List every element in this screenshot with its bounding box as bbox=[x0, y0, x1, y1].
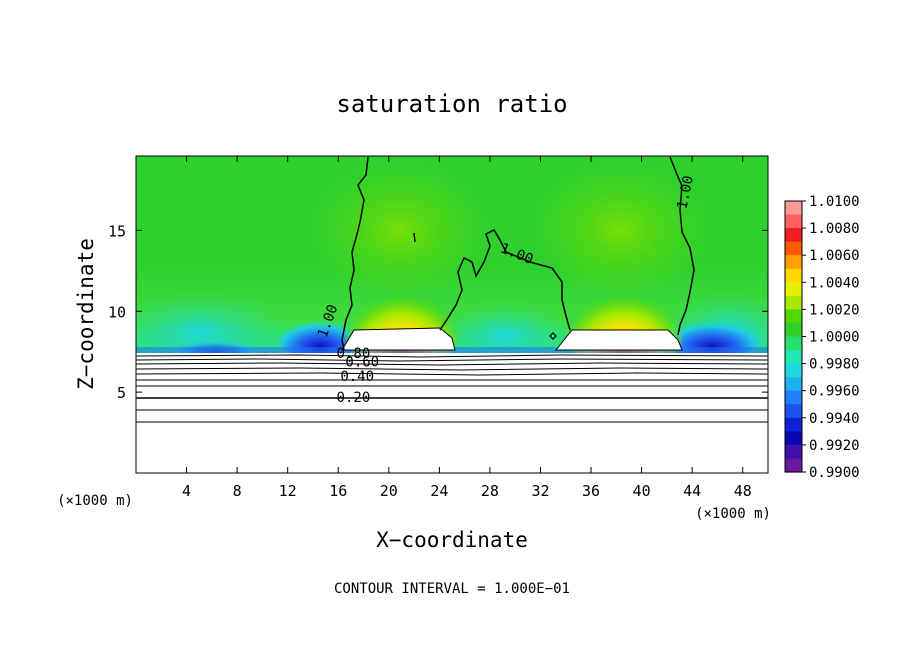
colorbar-segment bbox=[785, 336, 802, 351]
colorbar-segment bbox=[785, 228, 802, 243]
colorbar-segment bbox=[785, 309, 802, 324]
y-tick-label: 15 bbox=[108, 222, 126, 240]
contour-label: 0.40 bbox=[340, 369, 374, 385]
colorbar-segment bbox=[785, 268, 802, 283]
contour-line-1 bbox=[341, 156, 369, 351]
colorbar-label: 0.9960 bbox=[809, 384, 860, 400]
colorbar-label: 0.9940 bbox=[809, 411, 860, 427]
colorbar-segment bbox=[785, 214, 802, 229]
chart-title: saturation ratio bbox=[336, 90, 567, 118]
haze-left bbox=[310, 160, 490, 300]
colorbar-segment bbox=[785, 363, 802, 378]
colorbar-segment bbox=[785, 431, 802, 446]
x-tick-label: 44 bbox=[683, 482, 701, 500]
colorbar-segment bbox=[785, 350, 802, 365]
x-tick-label: 28 bbox=[481, 482, 499, 500]
colorbar-segment bbox=[785, 390, 802, 405]
x-tick-label: 48 bbox=[734, 482, 752, 500]
cyan-patch-mid bbox=[445, 300, 565, 360]
y-tick-label: 5 bbox=[117, 384, 126, 402]
x-tick-label: 32 bbox=[531, 482, 549, 500]
colorbar-segment bbox=[785, 255, 802, 270]
contour-label: 1.00 bbox=[674, 174, 697, 210]
contour-line-2 bbox=[439, 229, 571, 331]
contour-band-2 bbox=[136, 358, 768, 362]
contour-band-4 bbox=[136, 367, 768, 371]
colorbar-label: 0.9900 bbox=[809, 465, 860, 481]
contour-small-2 bbox=[549, 332, 557, 340]
colorbar-label: 1.0080 bbox=[809, 221, 860, 237]
x-tick-label: 20 bbox=[380, 482, 398, 500]
y-tick-label: 10 bbox=[108, 303, 126, 321]
x-tick-label: 40 bbox=[633, 482, 651, 500]
cloud-right bbox=[554, 329, 683, 351]
colorbar-segment bbox=[785, 241, 802, 256]
colorbar-segment bbox=[785, 404, 802, 419]
contour-line-3 bbox=[669, 156, 695, 336]
colorbar-segment bbox=[785, 377, 802, 392]
contour-label: 0.20 bbox=[337, 390, 371, 406]
haze-right bbox=[530, 160, 710, 300]
colorbar-segment bbox=[785, 282, 802, 297]
colorbar-segment bbox=[785, 458, 802, 473]
colorbar-label: 1.0100 bbox=[809, 194, 860, 210]
plot-area bbox=[136, 156, 768, 473]
contour-label: 0.60 bbox=[345, 354, 379, 370]
colorbar-label: 0.9980 bbox=[809, 357, 860, 373]
x-tick-label: 12 bbox=[279, 482, 297, 500]
colorbar-segment bbox=[785, 322, 802, 338]
colorbar-label: 0.9920 bbox=[809, 438, 860, 454]
contour-interval-footer: CONTOUR INTERVAL = 1.000E−01 bbox=[334, 581, 570, 597]
colorbar-segment bbox=[785, 201, 802, 216]
colorbar-segment bbox=[785, 295, 802, 310]
x-axis: 4 8 12 16 20 24 28 32 36 40 44 48 bbox=[182, 156, 752, 500]
x-axis-label: X−coordinate bbox=[376, 528, 528, 552]
contour-labels: 1.001.001.000.800.600.400.20 bbox=[315, 174, 697, 406]
x-tick-label: 36 bbox=[582, 482, 600, 500]
y-axis-label: Z−coordinate bbox=[74, 238, 98, 390]
colorbar-label: 1.0020 bbox=[809, 302, 860, 318]
contour-band-1 bbox=[136, 354, 768, 358]
colorbar-label: 1.0000 bbox=[809, 330, 860, 346]
x-tick-label: 16 bbox=[329, 482, 347, 500]
plot-frame bbox=[135, 155, 769, 474]
contour-label: 0.80 bbox=[337, 346, 371, 362]
colorbar-segment bbox=[785, 444, 802, 460]
y-axis: 5 10 15 bbox=[108, 222, 768, 402]
colorbar: 1.0100 1.0080 1.0060 1.0040 1.0020 1.0000 0.99… bbox=[784, 194, 860, 481]
x-tick-label: 4 bbox=[182, 482, 191, 500]
contour-small-1 bbox=[413, 232, 416, 243]
contour-band-3 bbox=[136, 362, 768, 366]
x-tick-label: 8 bbox=[233, 482, 242, 500]
colorbar-label: 1.0060 bbox=[809, 248, 860, 264]
colorbar-label: 1.0040 bbox=[809, 275, 860, 291]
field-white-lower bbox=[136, 353, 768, 473]
contour-band-5 bbox=[136, 372, 768, 376]
cloud-left bbox=[341, 327, 456, 351]
x-unit-label: (×1000 m) bbox=[695, 506, 771, 522]
colorbar-segment bbox=[785, 417, 802, 432]
y-unit-label: (×1000 m) bbox=[57, 493, 133, 509]
x-tick-label: 24 bbox=[430, 482, 448, 500]
